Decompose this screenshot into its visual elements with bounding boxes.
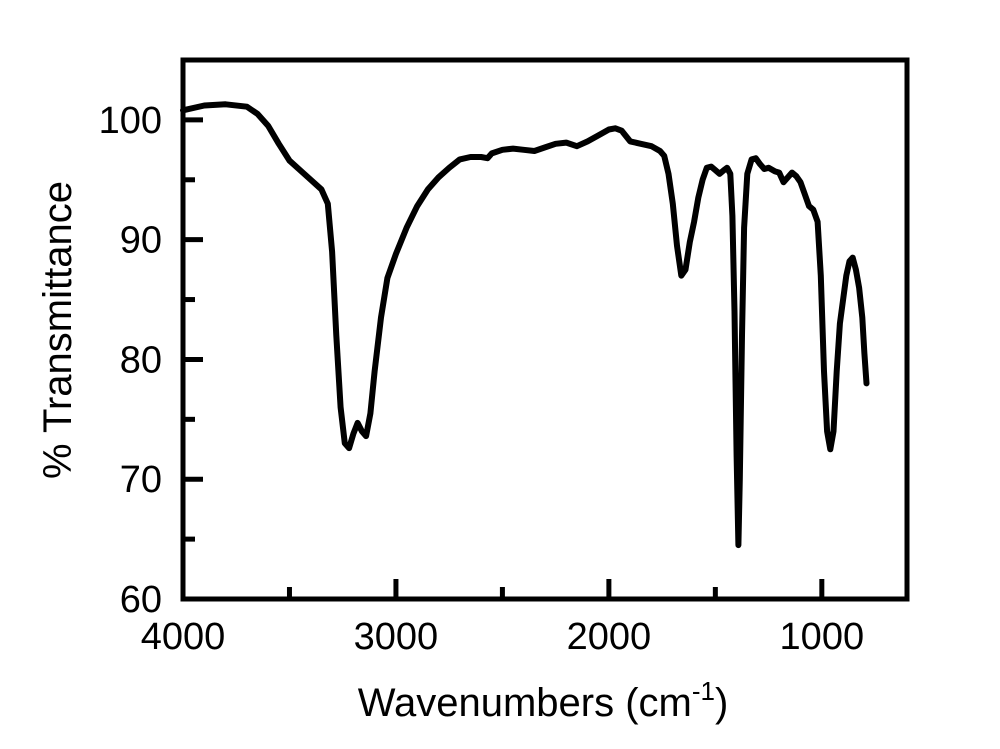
- x-axis-title: Wavenumbers (cm-1): [358, 676, 729, 725]
- y-tick-labels: 60 70 80 90 100: [99, 100, 162, 621]
- x-tick-label: 2000: [567, 616, 652, 658]
- spectrum-line: [180, 101, 870, 549]
- x-tick-label: 3000: [354, 616, 439, 658]
- y-tick-label: 60: [120, 579, 162, 621]
- x-tick-label: 4000: [141, 616, 226, 658]
- y-axis-title: % Transmittance: [36, 181, 80, 479]
- y-tick-label: 100: [99, 100, 162, 142]
- y-axis-ticks: [183, 117, 203, 602]
- y-tick-label: 90: [120, 220, 162, 262]
- y-tick-label: 70: [120, 459, 162, 501]
- x-tick-labels: 4000 3000 2000 1000: [141, 616, 864, 658]
- y-tick-label: 80: [120, 339, 162, 381]
- x-axis-ticks: [180, 579, 825, 599]
- plot-frame: [180, 57, 910, 602]
- x-tick-label: 1000: [780, 616, 865, 658]
